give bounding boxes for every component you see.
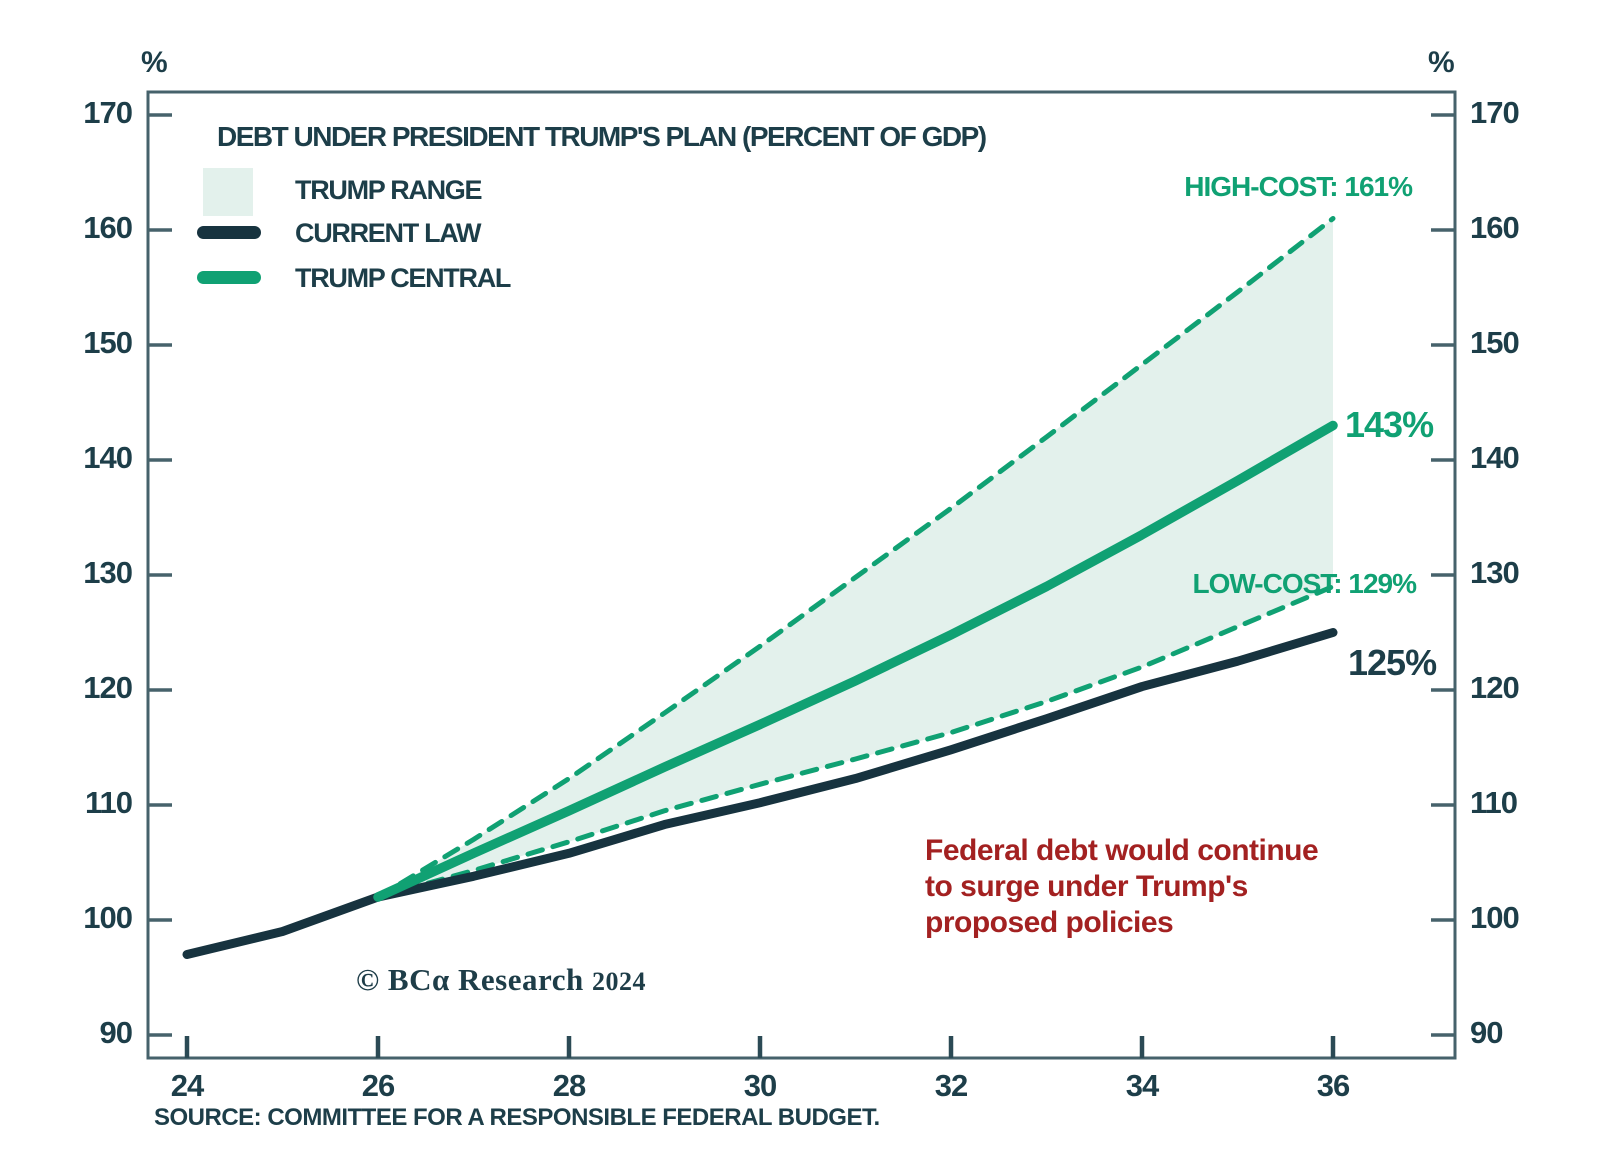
y-tick-label-right: 130 bbox=[1470, 555, 1520, 590]
x-tick-label: 32 bbox=[934, 1068, 968, 1103]
y-tick-label-right: 120 bbox=[1470, 670, 1520, 705]
y-tick-label-right: 140 bbox=[1470, 440, 1520, 475]
band-top-line bbox=[375, 216, 1336, 900]
legend-label-trump-central: TRUMP CENTRAL bbox=[295, 263, 511, 293]
x-tick-label: 28 bbox=[552, 1068, 586, 1103]
note-red-text: Federal debt would continue to surge und… bbox=[925, 833, 1319, 941]
x-tick-label: 24 bbox=[170, 1068, 204, 1103]
y-tick-label-right: 150 bbox=[1470, 325, 1520, 360]
y-tick-label-left: 170 bbox=[83, 95, 133, 130]
x-tick-label: 36 bbox=[1316, 1068, 1350, 1103]
y-tick-label-left: 140 bbox=[83, 440, 133, 475]
trump-range-band bbox=[378, 218, 1333, 897]
source-line: SOURCE: COMMITTEE FOR A RESPONSIBLE FEDE… bbox=[154, 1104, 880, 1131]
annotation-low-cost: LOW-COST: 129% bbox=[1192, 568, 1417, 599]
legend-label-trump-range: TRUMP RANGE bbox=[295, 175, 483, 205]
y-tick-label-left: 90 bbox=[99, 1015, 133, 1050]
y-tick-label-right: 110 bbox=[1470, 785, 1518, 820]
note-line-2: to surge under Trump's bbox=[925, 870, 1248, 903]
legend-swatch-trump-central bbox=[197, 271, 261, 284]
legend-swatch-trump-range bbox=[203, 168, 253, 216]
bca-research-watermark: © BCα Research 2024 bbox=[356, 962, 646, 998]
y-axis-unit-right: % bbox=[1428, 46, 1455, 79]
trump-central-line bbox=[373, 420, 1338, 902]
legend-label-current-law: CURRENT LAW bbox=[295, 218, 481, 248]
y-tick-label-left: 120 bbox=[83, 670, 133, 705]
y-tick-label-left: 150 bbox=[83, 325, 133, 360]
y-tick-label-left: 160 bbox=[83, 210, 133, 245]
watermark-text: © BCα Research bbox=[356, 962, 584, 997]
y-tick-label-left: 130 bbox=[83, 555, 133, 590]
annotation-central-end: 143% bbox=[1345, 404, 1434, 445]
chart-title: DEBT UNDER PRESIDENT TRUMP'S PLAN (PERCE… bbox=[217, 121, 987, 152]
y-tick-label-right: 160 bbox=[1470, 210, 1520, 245]
annotation-current-end: 125% bbox=[1348, 642, 1437, 683]
band-bottom-line bbox=[375, 584, 1336, 900]
annotation-high-cost: HIGH-COST: 161% bbox=[1184, 171, 1413, 202]
y-axis-unit-left: % bbox=[141, 46, 168, 79]
y-tick-label-left: 100 bbox=[83, 900, 133, 935]
x-tick-label: 34 bbox=[1125, 1068, 1159, 1103]
y-tick-label-right: 90 bbox=[1470, 1015, 1503, 1050]
x-tick-label: 30 bbox=[743, 1068, 777, 1103]
note-line-1: Federal debt would continue bbox=[925, 834, 1319, 867]
note-line-3: proposed policies bbox=[925, 906, 1174, 939]
y-tick-label-right: 170 bbox=[1470, 95, 1520, 130]
legend-swatch-current-law bbox=[197, 226, 261, 239]
y-tick-label-right: 100 bbox=[1470, 900, 1520, 935]
y-tick-label-left: 110 bbox=[84, 785, 133, 820]
x-tick-label: 26 bbox=[361, 1068, 395, 1103]
watermark-year: 2024 bbox=[591, 967, 646, 996]
